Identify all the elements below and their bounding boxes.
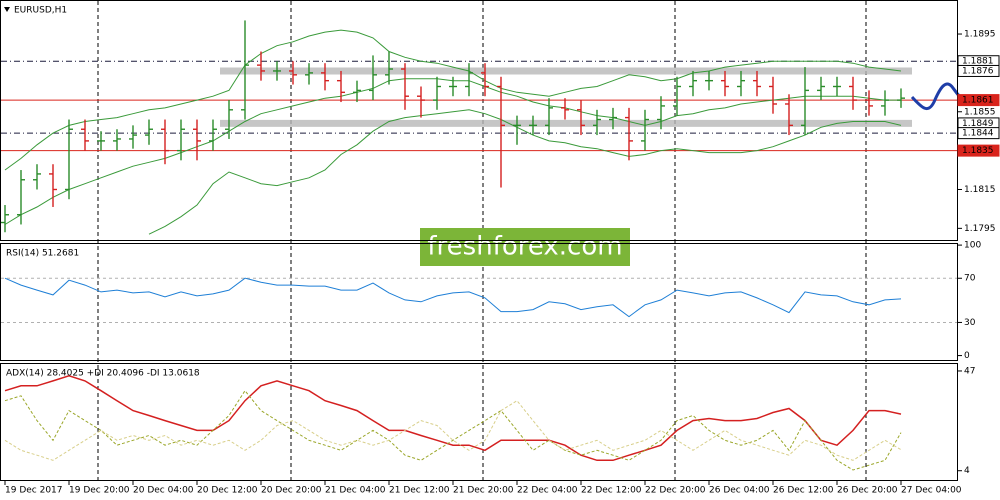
y-tick-label: 1.1815 (964, 185, 996, 195)
series-line (4, 29, 902, 171)
series-line (148, 109, 902, 235)
x-tick-label: 19 Dec 20:00 (69, 486, 130, 496)
x-tick-label: 26 Dec 04:00 (709, 486, 770, 496)
level-label: 1.1876 (962, 66, 994, 76)
watermark-box (420, 228, 630, 266)
x-tick-label: 19 Dec 2017 (5, 486, 63, 496)
y-tick-label: 1.1795 (964, 224, 996, 234)
x-tick-label: 22 Dec 04:00 (517, 486, 578, 496)
panel-title: EURUSD,H1 (14, 6, 67, 16)
y-tick-label: 70 (964, 274, 976, 284)
y-tick-label: 1.1855 (964, 107, 996, 117)
y-tick-label: 100 (964, 241, 981, 251)
x-tick-label: 22 Dec 12:00 (581, 486, 642, 496)
x-tick-label: 27 Dec 04:00 (901, 486, 962, 496)
level-label: 1.1881 (962, 57, 994, 67)
level-label-box (957, 94, 1000, 107)
x-tick-label: 22 Dec 20:00 (645, 486, 706, 496)
x-tick-label: 20 Dec 12:00 (197, 486, 258, 496)
level-label: 1.1835 (962, 146, 994, 156)
level-label: 1.1861 (962, 96, 994, 106)
level-label-box (957, 127, 1000, 140)
level-label: 1.1844 (962, 129, 994, 139)
watermark: freshforex.com (427, 232, 622, 262)
level-label-box (957, 144, 1000, 157)
y-tick-label: 30 (964, 318, 976, 328)
y-tick-label: 0 (964, 351, 970, 361)
y-tick-label: 47 (964, 366, 975, 376)
panel-title: RSI(14) 51.2681 (6, 249, 79, 259)
level-label: 1.1849 (962, 119, 994, 129)
x-tick-label: 21 Dec 04:00 (325, 486, 386, 496)
plot-layer (1, 20, 957, 471)
symbol-marker (4, 7, 10, 12)
series-line (4, 400, 902, 461)
x-tick-label: 26 Dec 20:00 (837, 486, 898, 496)
x-tick-label: 20 Dec 04:00 (133, 486, 194, 496)
x-tick-label: 21 Dec 20:00 (453, 486, 514, 496)
y-tick-label: 4 (964, 466, 970, 476)
y-tick-label: 1.1895 (964, 30, 996, 40)
x-tick-label: 21 Dec 12:00 (389, 486, 450, 496)
series-line (4, 375, 902, 462)
series-line (4, 277, 902, 318)
panel-title: ADX(14) 28.4025 +DI 20.4096 -DI 13.0618 (6, 369, 200, 379)
x-tick-label: 26 Dec 12:00 (773, 486, 834, 496)
level-label-box (957, 64, 1000, 77)
series-line (4, 389, 902, 471)
x-tick-label: 20 Dec 20:00 (261, 486, 322, 496)
